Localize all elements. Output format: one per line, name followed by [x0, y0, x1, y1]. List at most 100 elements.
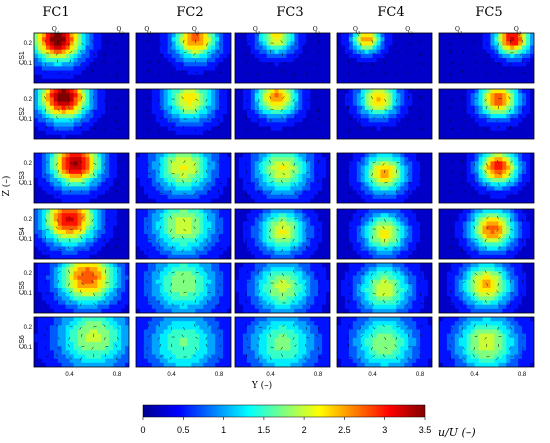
contour-cell	[470, 153, 476, 158]
contour-cell	[326, 130, 330, 136]
contour-cell	[65, 217, 71, 222]
contour-cell	[396, 101, 401, 107]
contour-cell	[372, 93, 377, 98]
contour-cell	[147, 74, 153, 80]
contour-cell	[159, 109, 165, 115]
contour-cell	[364, 157, 370, 162]
velocity-vector	[269, 172, 271, 177]
contour-cell	[136, 101, 141, 107]
contour-cell	[77, 165, 82, 171]
velocity-vector	[45, 192, 49, 196]
velocity-vector	[245, 115, 248, 120]
contour-cell	[109, 37, 114, 42]
contour-cell	[294, 45, 299, 51]
contour-cell	[337, 122, 342, 127]
contour-cell	[61, 37, 67, 42]
contour-cell	[171, 165, 176, 171]
contour-cell	[318, 194, 323, 200]
contour-cell	[314, 37, 319, 42]
contour-cell	[85, 221, 90, 227]
contour-cell	[53, 190, 59, 196]
contour-cell	[117, 122, 122, 127]
contour-cell	[187, 41, 192, 46]
contour-cell	[101, 178, 106, 183]
contour-cell	[207, 173, 212, 179]
contour-cell	[262, 89, 268, 94]
velocity-vector	[91, 180, 94, 184]
contour-cell	[458, 45, 464, 51]
contour-cell	[175, 153, 180, 158]
contour-cell	[482, 194, 487, 200]
contour-cell	[348, 45, 354, 51]
contour-cell	[199, 109, 204, 115]
contour-cell	[139, 122, 145, 127]
contour-cell	[490, 41, 495, 46]
contour-cell	[462, 93, 468, 98]
contour-cell	[466, 118, 472, 123]
velocity-vector	[159, 52, 162, 56]
contour-cell	[34, 97, 39, 102]
contour-cell	[61, 221, 67, 227]
contour-cell	[211, 122, 216, 127]
contour-cell	[474, 33, 479, 38]
contour-cell	[454, 169, 460, 175]
contour-cell	[450, 182, 456, 187]
contour-cell	[121, 186, 126, 191]
contour-cell	[420, 198, 425, 203]
contour-cell	[65, 114, 71, 119]
contour-cell	[85, 62, 90, 67]
contour-cell	[454, 126, 460, 132]
contour-cell	[179, 66, 184, 71]
contour-cell	[34, 238, 39, 243]
row-label: CS1	[19, 51, 26, 65]
contour-cell	[45, 250, 51, 256]
contour-cell	[278, 165, 283, 171]
contour-cell	[266, 190, 272, 196]
contour-cell	[522, 114, 527, 119]
contour-cell	[384, 93, 389, 98]
contour-cell	[270, 194, 275, 200]
contour-cell	[254, 126, 260, 132]
contour-cell	[396, 118, 401, 123]
contour-cell	[454, 198, 460, 203]
contour-cell	[450, 53, 456, 59]
contour-cell	[270, 169, 275, 175]
contour-cell	[510, 53, 515, 59]
contour-cell	[34, 101, 39, 107]
contour-cell	[270, 33, 275, 38]
contour-cell	[61, 126, 67, 132]
contour-cell	[81, 186, 86, 191]
velocity-vector	[218, 62, 220, 67]
contour-cell	[458, 89, 464, 94]
contour-cell	[65, 49, 71, 55]
contour-cell	[207, 97, 212, 102]
contour-cell	[203, 41, 208, 46]
contour-cell	[420, 165, 425, 171]
contour-cell	[400, 157, 405, 162]
contour-cell	[474, 178, 479, 183]
contour-cell	[404, 157, 409, 162]
contour-cell	[400, 53, 405, 59]
contour-cell	[41, 53, 47, 59]
contour-cell	[53, 49, 59, 55]
velocity-vector	[358, 50, 361, 54]
contour-cell	[69, 178, 74, 183]
contour-cell	[442, 173, 448, 179]
contour-cell	[207, 53, 212, 59]
contour-cell	[356, 194, 362, 200]
velocity-vector	[419, 52, 422, 57]
contour-cell	[376, 165, 381, 171]
contour-cell	[246, 194, 252, 200]
contour-cell	[416, 101, 421, 107]
contour-cell	[450, 66, 456, 71]
contour-cell	[286, 93, 291, 98]
contour-cell	[266, 153, 272, 158]
contour-cell	[498, 198, 503, 203]
contour-cell	[159, 134, 165, 139]
contour-cell	[246, 62, 252, 67]
contour-cell	[322, 62, 327, 67]
contour-cell	[526, 78, 531, 83]
contour-cell	[416, 109, 421, 115]
contour-cell	[250, 74, 256, 80]
contour-cell	[121, 109, 126, 115]
